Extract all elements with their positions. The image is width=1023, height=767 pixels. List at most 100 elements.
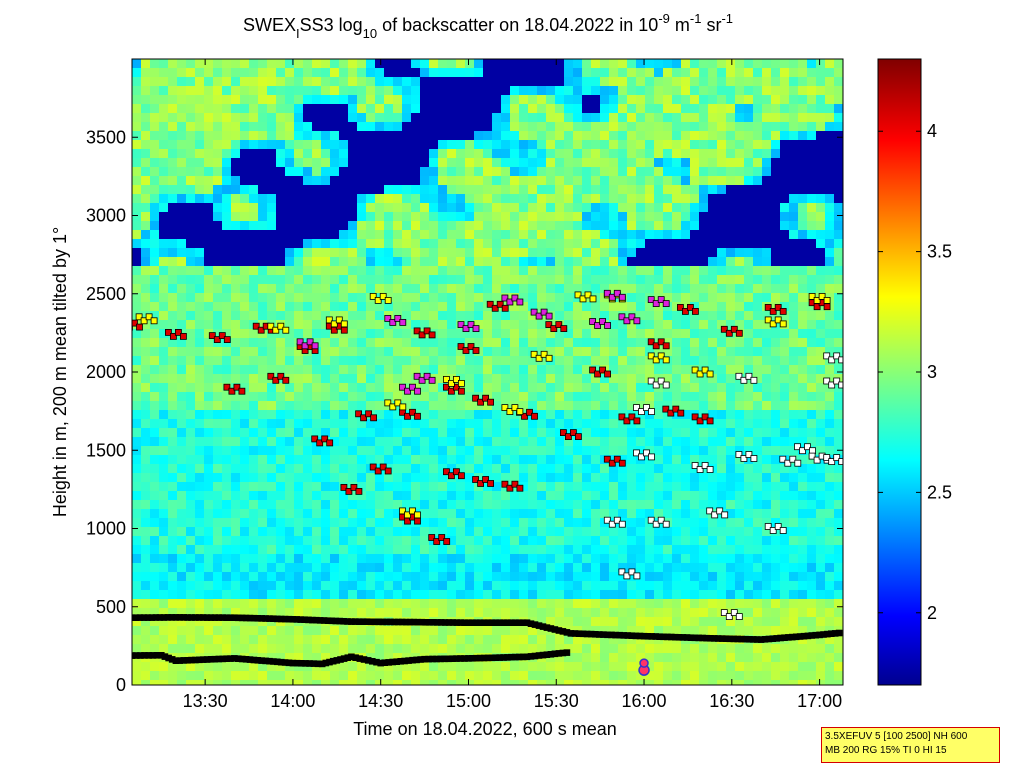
heatmap-cell [501,122,511,132]
heatmap-cell [357,140,367,150]
heatmap-cell [726,536,736,546]
heatmap-cell [510,77,520,87]
heatmap-cell [465,374,475,384]
heatmap-cell [546,221,556,231]
heatmap-cell [780,212,790,222]
heatmap-cell [393,392,403,402]
heatmap-cell [240,338,250,348]
heatmap-cell [789,230,799,240]
heatmap-cell [132,239,142,249]
heatmap-cell [681,293,691,303]
heatmap-cell [582,68,592,78]
heatmap-cell [591,257,601,267]
heatmap-cell [456,77,466,87]
heatmap-cell [735,284,745,294]
heatmap-cell [168,77,178,87]
heatmap-cell [366,95,376,105]
heatmap-cell [834,464,843,474]
heatmap-cell [510,311,520,321]
heatmap-cell [564,212,574,222]
heatmap-cell [249,275,259,285]
heatmap-cell [348,203,358,213]
heatmap-cell [321,500,331,510]
heatmap-cell [654,239,664,249]
heatmap-cell [636,482,646,492]
heatmap-cell [429,95,439,105]
heatmap-cell [663,77,673,87]
heatmap-cell [303,401,313,411]
heatmap-cell [654,203,664,213]
heatmap-cell [447,149,457,159]
heatmap-cell [186,617,196,627]
heatmap-cell [690,590,700,600]
heatmap-cell [690,509,700,519]
heatmap-cell [330,167,340,177]
heatmap-cell [222,329,232,339]
heatmap-cell [312,473,322,483]
heatmap-cell [645,104,655,114]
heatmap-cell [168,86,178,96]
heatmap-cell [429,77,439,87]
heatmap-cell [465,212,475,222]
heatmap-cell [537,419,547,429]
heatmap-cell [663,419,673,429]
heatmap-cell [168,239,178,249]
heatmap-cell [492,437,502,447]
heatmap-cell [654,230,664,240]
heatmap-cell [798,419,808,429]
heatmap-cell [762,284,772,294]
heatmap-cell [672,95,682,105]
heatmap-cell [204,347,214,357]
heatmap-cell [699,140,709,150]
heatmap-cell [375,383,385,393]
heatmap-cell [321,275,331,285]
heatmap-cell [429,356,439,366]
heatmap-cell [762,509,772,519]
heatmap-cell [465,599,475,609]
heatmap-cell [537,365,547,375]
heatmap-cell [231,518,241,528]
heatmap-cell [213,131,223,141]
heatmap-cell [438,410,448,420]
heatmap-cell [573,374,583,384]
heatmap-cell [159,284,169,294]
heatmap-cell [177,239,187,249]
heatmap-cell [780,599,790,609]
heatmap-cell [780,77,790,87]
heatmap-cell [789,527,799,537]
heatmap-cell [420,455,430,465]
heatmap-cell [555,302,565,312]
heatmap-cell [636,59,646,69]
heatmap-cell [564,500,574,510]
heatmap-cell [204,518,214,528]
heatmap-cell [627,266,637,276]
heatmap-cell [168,401,178,411]
heatmap-cell [348,284,358,294]
heatmap-cell [294,473,304,483]
heatmap-cell [366,266,376,276]
heatmap-cell [609,212,619,222]
heatmap-cell [438,77,448,87]
heatmap-cell [663,131,673,141]
heatmap-cell [276,428,286,438]
heatmap-cell [492,176,502,186]
heatmap-cell [744,131,754,141]
heatmap-cell [168,266,178,276]
heatmap-cell [609,167,619,177]
heatmap-cell [240,140,250,150]
heatmap-cell [555,581,565,591]
heatmap-cell [762,374,772,384]
heatmap-cell [393,482,403,492]
heatmap-cell [276,95,286,105]
heatmap-cell [582,482,592,492]
heatmap-cell [375,527,385,537]
heatmap-cell [771,248,781,258]
heatmap-cell [384,221,394,231]
heatmap-cell [789,140,799,150]
heatmap-cell [366,356,376,366]
heatmap-cell [420,518,430,528]
heatmap-cell [285,473,295,483]
heatmap-cell [258,194,268,204]
heatmap-cell [384,392,394,402]
heatmap-cell [348,464,358,474]
